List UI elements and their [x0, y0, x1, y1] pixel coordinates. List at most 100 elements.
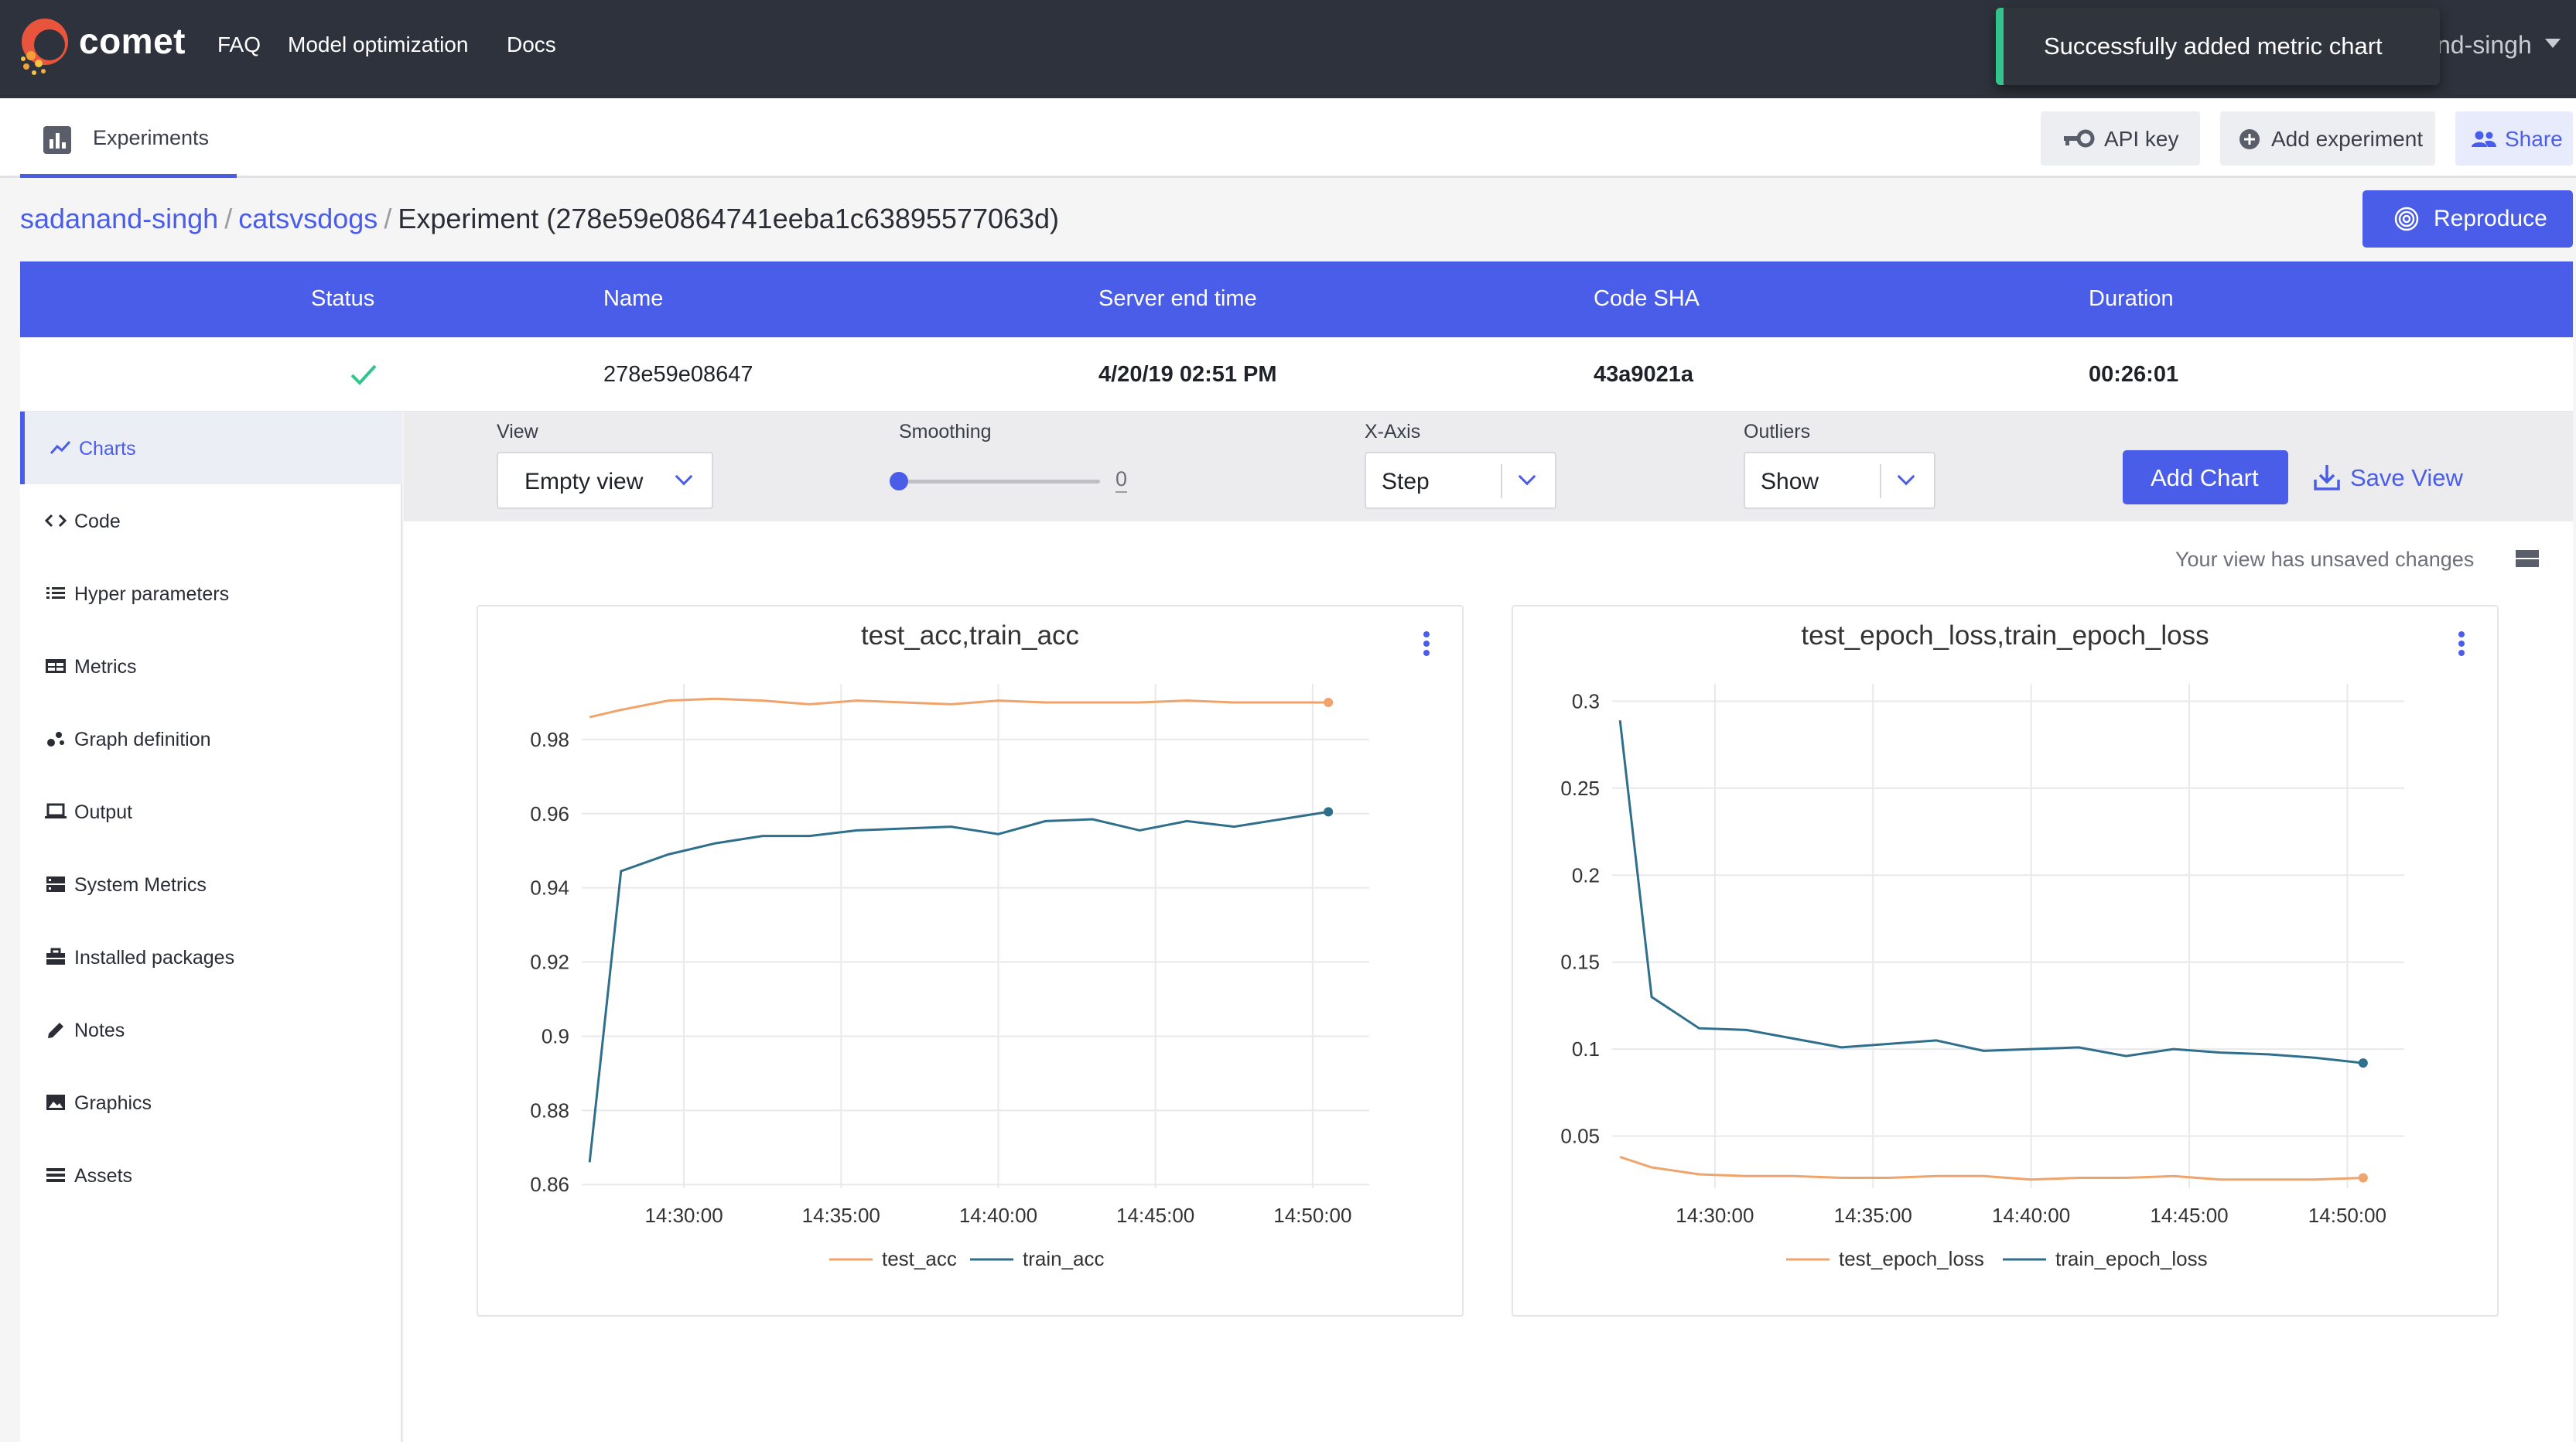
more-vert-icon[interactable] — [2457, 630, 2466, 658]
y-tick-label: 0.25 — [1560, 777, 1600, 800]
tab-experiments-label: Experiments — [93, 126, 210, 149]
legend-label: test_acc — [882, 1247, 957, 1270]
sidebar-item-label: Charts — [79, 438, 136, 460]
sidebar-item-system-metrics[interactable]: System Metrics — [20, 848, 402, 921]
sidebar-item-label: Notes — [74, 1020, 125, 1041]
header-duration: Duration — [2089, 286, 2174, 311]
add-experiment-button[interactable]: Add experiment — [2220, 111, 2435, 166]
nav-model-optimization[interactable]: Model optimization — [288, 32, 469, 56]
people-icon — [2472, 131, 2496, 147]
top-bar: comet FAQ Model optimization Docs nd-sin… — [0, 0, 2576, 98]
x-tick-label: 14:50:00 — [1273, 1204, 1351, 1227]
x-tick-label: 14:30:00 — [644, 1204, 723, 1227]
share-button[interactable]: Share — [2455, 111, 2573, 166]
share-label: Share — [2505, 127, 2563, 151]
outliers-label: Outliers — [1744, 421, 1811, 443]
smoothing-slider[interactable] — [899, 480, 1100, 484]
layout-view-icon[interactable] — [2514, 548, 2540, 569]
smoothing-label: Smoothing — [899, 421, 992, 443]
x-tick-label: 14:50:00 — [2308, 1204, 2386, 1227]
sidebar-item-label: System Metrics — [74, 874, 207, 896]
sidebar-item-output[interactable]: Output — [20, 775, 402, 848]
series-end-point — [2358, 1173, 2368, 1183]
breadcrumb-project-link[interactable]: catsvsdogs — [238, 203, 378, 234]
x-tick-label: 14:35:00 — [1834, 1204, 1912, 1227]
fingerprint-icon — [2394, 207, 2419, 231]
duration: 00:26:01 — [2089, 362, 2179, 387]
legend-label: test_epoch_loss — [1839, 1247, 1984, 1270]
add-circle-icon — [2239, 129, 2260, 149]
reproduce-button[interactable]: Reproduce — [2362, 190, 2573, 248]
chevron-down-icon — [1518, 467, 1536, 486]
sidebar-item-label: Hyper parameters — [74, 583, 230, 605]
sidebar-item-charts[interactable]: Charts — [20, 412, 402, 484]
y-tick-label: 0.2 — [1572, 863, 1600, 887]
comet-logo-icon[interactable] — [17, 11, 73, 80]
smoothing-slider-handle[interactable] — [890, 472, 908, 490]
series-line — [589, 697, 1329, 719]
breadcrumb-separator: / — [224, 203, 233, 234]
sidebar-item-assets[interactable]: Assets — [20, 1139, 402, 1211]
sidebar-item-graphics[interactable]: Graphics — [20, 1066, 402, 1139]
legend-label: train_acc — [1023, 1247, 1105, 1270]
sidebar-item-metrics[interactable]: Metrics — [20, 630, 402, 702]
list-icon — [46, 587, 65, 599]
xaxis-label: X-Axis — [1365, 421, 1421, 443]
user-menu[interactable]: nd-singh — [2437, 31, 2532, 59]
y-tick-label: 0.88 — [530, 1099, 569, 1122]
chevron-down-icon — [1897, 467, 1915, 486]
x-tick-label: 14:40:00 — [959, 1204, 1037, 1227]
download-icon — [2314, 465, 2340, 490]
code-sha[interactable]: 43a9021a — [1594, 362, 1694, 387]
tab-experiments[interactable]: Experiments — [20, 98, 237, 178]
line-chart: 0.05 0.1 0.15 0.2 0.25 0.3 14:30:00 14:35:00 14:… — [1560, 684, 2404, 1270]
server-end-time: 4/20/19 02:51 PM — [1098, 362, 1277, 387]
sidebar-item-graph-definition[interactable]: Graph definition — [20, 702, 402, 775]
x-tick-label: 14:40:00 — [1992, 1204, 2070, 1227]
api-key-button[interactable]: API key — [2041, 111, 2200, 166]
brand-name[interactable]: comet — [79, 21, 186, 61]
check-icon — [350, 364, 377, 385]
key-icon — [2064, 129, 2095, 148]
nav-docs[interactable]: Docs — [507, 32, 556, 56]
sidebar-item-installed-packages[interactable]: Installed packages — [20, 921, 402, 993]
y-tick-label: 0.92 — [530, 951, 569, 974]
sidebar-item-notes[interactable]: Notes — [20, 993, 402, 1066]
more-vert-icon[interactable] — [1422, 630, 1431, 658]
chart-panel: 0.86 0.88 0.9 0.92 0.94 0.96 0.98 14:30:00 14:35… — [477, 605, 1464, 1317]
sidebar-item-hyper-parameters[interactable]: Hyper parameters — [20, 557, 402, 630]
sidebar-item-code[interactable]: Code — [20, 484, 402, 557]
sidebar-item-label: Metrics — [74, 656, 137, 678]
header-status: Status — [311, 286, 375, 311]
chart-title: test_acc,train_acc — [860, 620, 1080, 651]
breadcrumb-workspace-link[interactable]: sadanand-singh — [20, 203, 219, 234]
y-tick-label: 0.1 — [1572, 1037, 1600, 1061]
table-icon — [46, 659, 66, 673]
outliers-select-value: Show — [1761, 469, 1819, 494]
image-icon — [46, 1095, 65, 1110]
y-tick-label: 0.05 — [1560, 1125, 1600, 1148]
xaxis-select[interactable]: Step — [1365, 452, 1556, 509]
server-icon — [46, 876, 65, 892]
header-server-end-time: Server end time — [1098, 286, 1257, 311]
series-line — [1619, 1156, 2363, 1181]
x-tick-label: 14:30:00 — [1676, 1204, 1754, 1227]
experiment-name: 278e59e08647 — [603, 362, 753, 387]
add-chart-button[interactable]: Add Chart — [2123, 450, 2288, 504]
legend-label: train_epoch_loss — [2055, 1247, 2208, 1270]
x-tick-label: 14:45:00 — [1116, 1204, 1194, 1227]
chevron-down-icon — [675, 467, 693, 486]
add-experiment-label: Add experiment — [2271, 127, 2424, 151]
sidebar-item-label: Graph definition — [74, 729, 211, 750]
smoothing-value[interactable]: 0 — [1115, 467, 1128, 493]
view-label: View — [497, 421, 538, 443]
series-line — [588, 810, 1329, 1163]
series-line — [1618, 720, 2364, 1064]
experiment-info-row: 278e59e08647 4/20/19 02:51 PM 43a9021a 0… — [20, 337, 2573, 412]
y-tick-label: 0.94 — [530, 876, 569, 900]
sidebar-item-label: Assets — [74, 1165, 133, 1187]
view-select[interactable]: Empty view — [497, 452, 713, 509]
chevron-down-icon[interactable] — [2545, 39, 2561, 48]
outliers-select[interactable]: Show — [1744, 452, 1935, 509]
nav-faq[interactable]: FAQ — [217, 32, 261, 56]
